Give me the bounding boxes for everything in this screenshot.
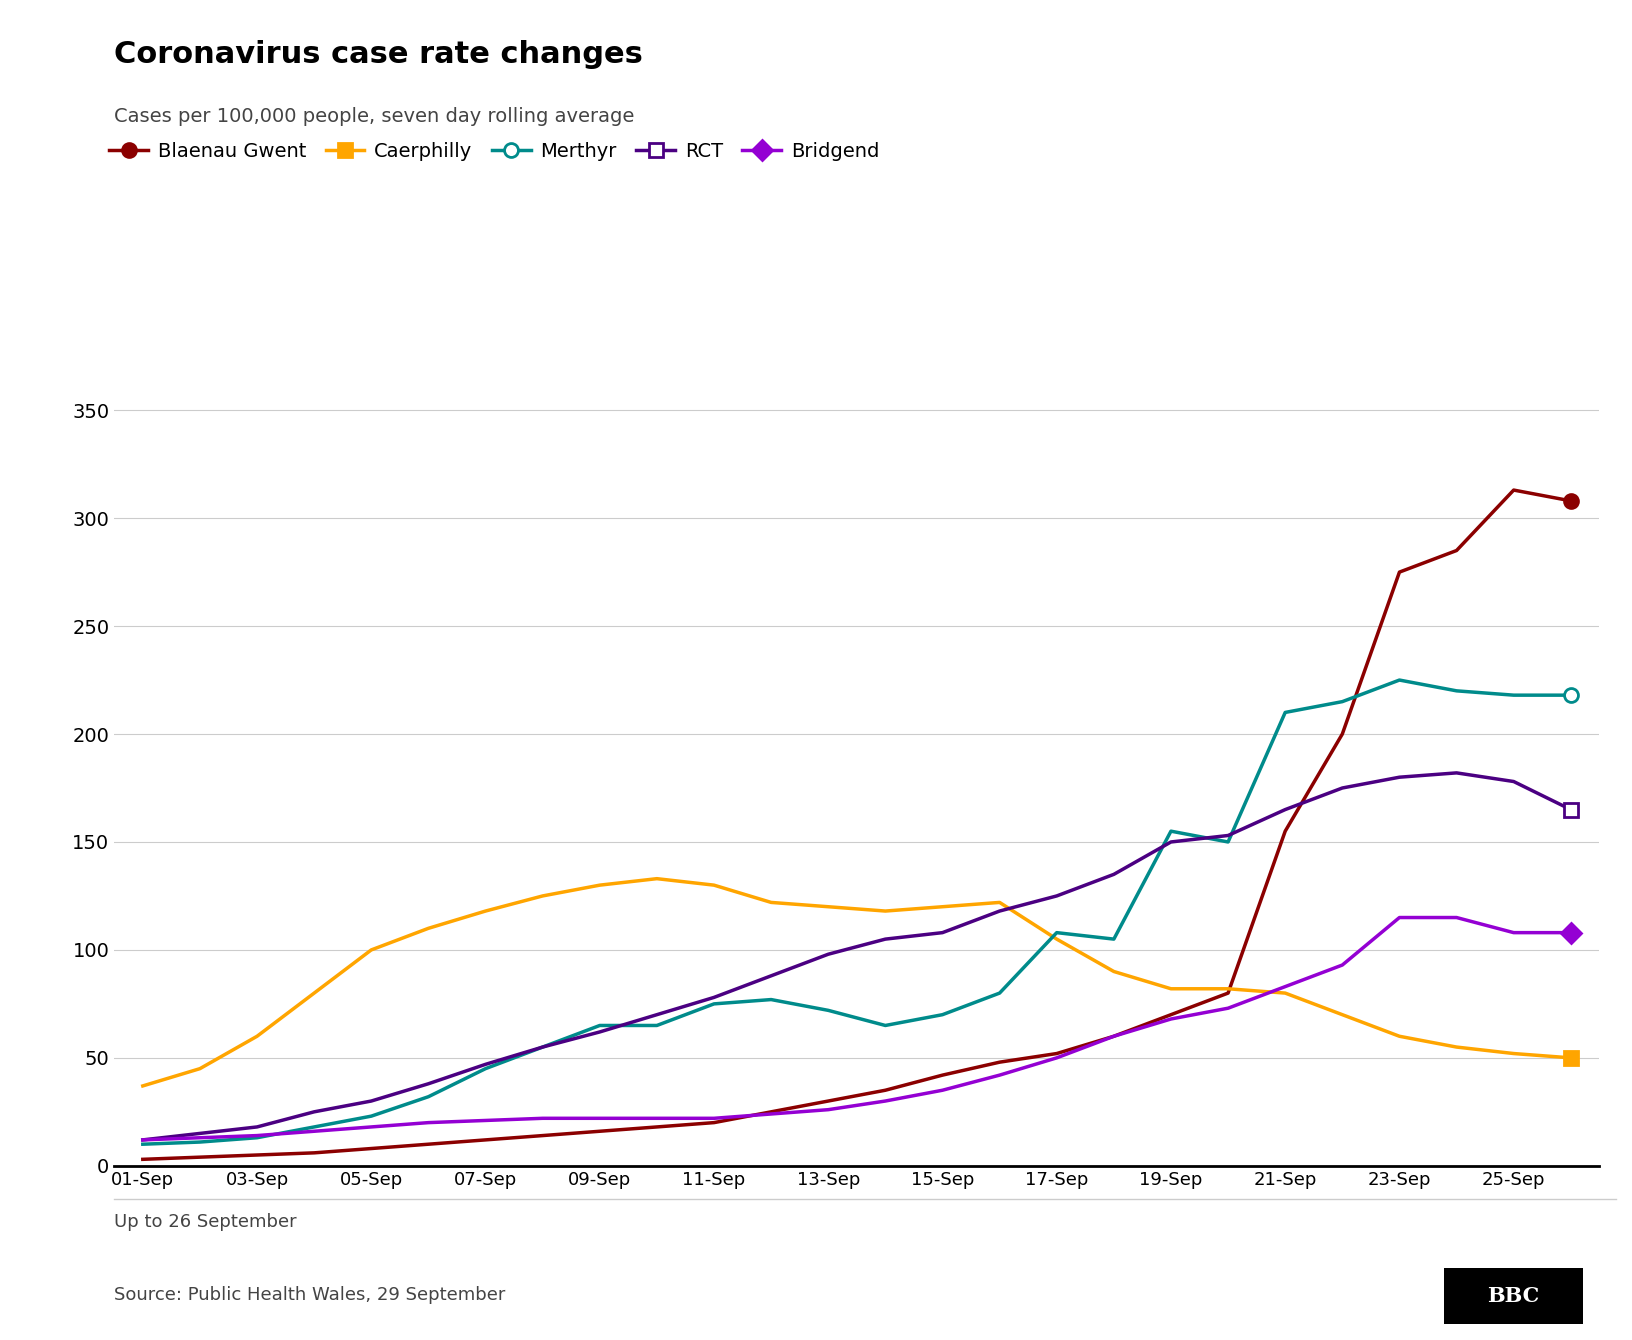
Text: Source: Public Health Wales, 29 September: Source: Public Health Wales, 29 Septembe… [114,1286,506,1304]
Text: Coronavirus case rate changes: Coronavirus case rate changes [114,40,643,70]
Legend: Blaenau Gwent, Caerphilly, Merthyr, RCT, Bridgend: Blaenau Gwent, Caerphilly, Merthyr, RCT,… [109,142,880,161]
Text: BBC: BBC [1487,1286,1541,1305]
Text: Up to 26 September: Up to 26 September [114,1213,297,1230]
Text: Cases per 100,000 people, seven day rolling average: Cases per 100,000 people, seven day roll… [114,107,635,126]
